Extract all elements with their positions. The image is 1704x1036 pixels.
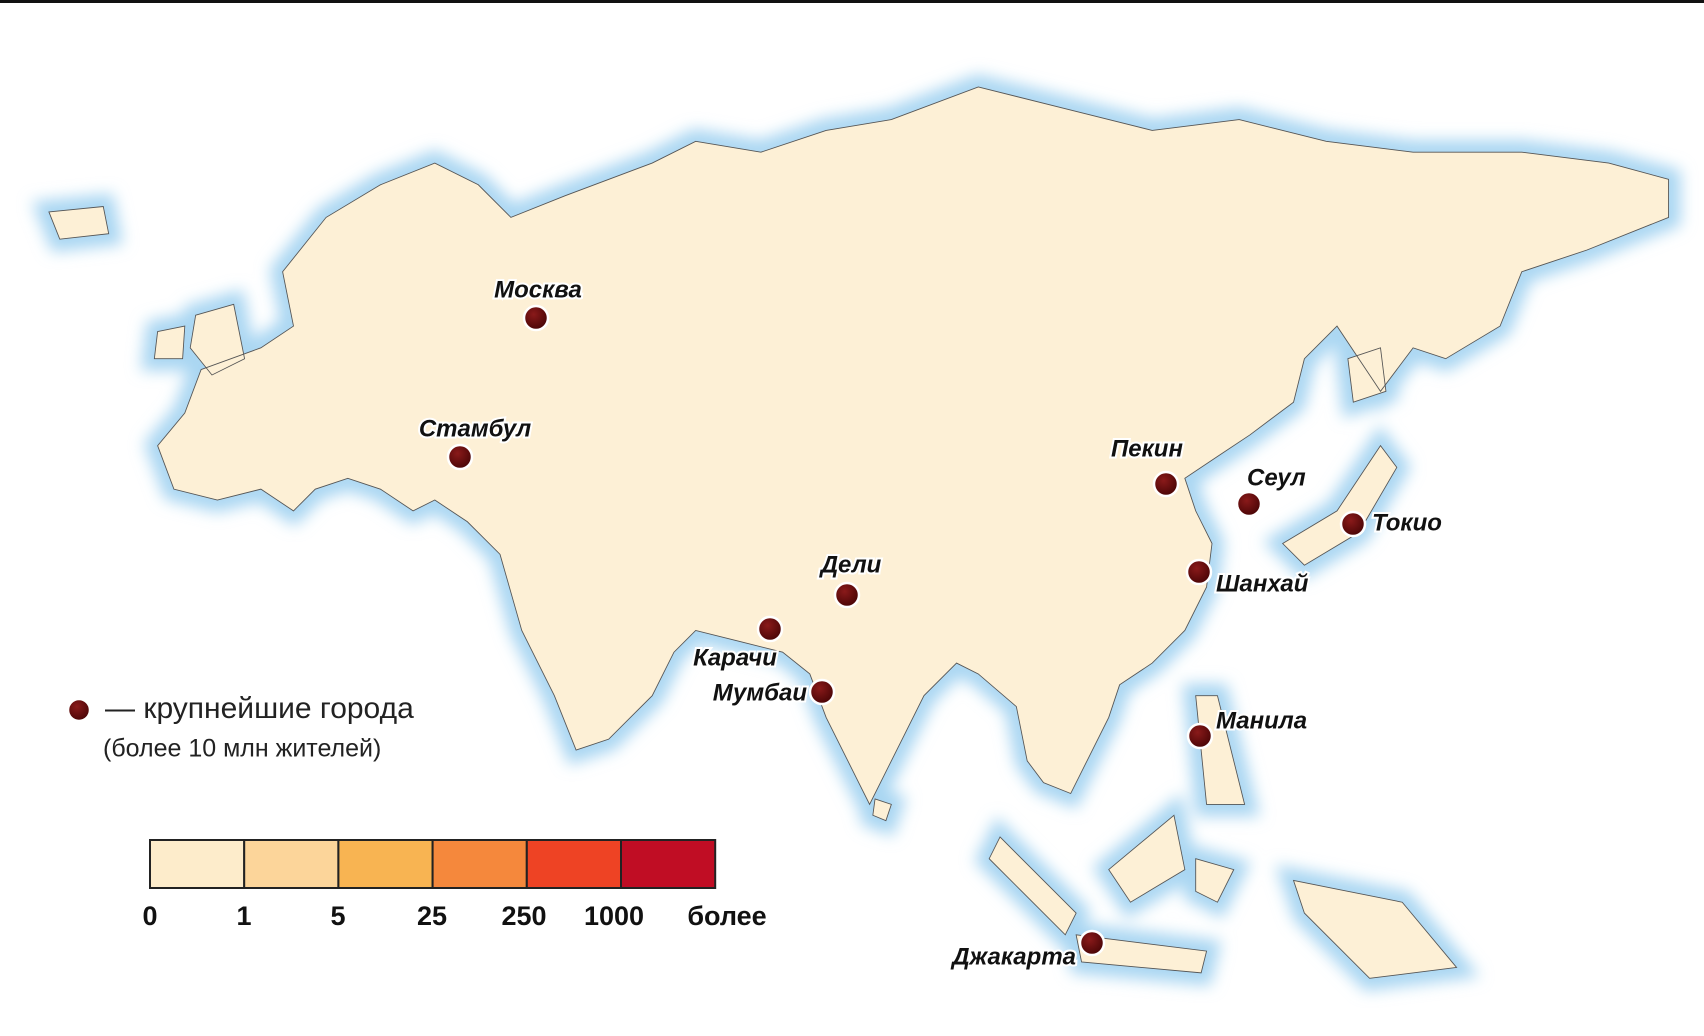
city-marker <box>1235 490 1263 518</box>
scale-label: 0 <box>142 901 157 931</box>
city-label: Шанхай <box>1216 570 1309 597</box>
city-label: Пекин <box>1111 435 1183 462</box>
city-label: Дели <box>819 551 882 578</box>
city-marker <box>1185 558 1213 586</box>
scale-label: 250 <box>501 901 546 931</box>
top-border <box>0 0 1704 3</box>
legend: — крупнейшие города (более 10 млн жителе… <box>66 692 767 931</box>
scale-label: 1 <box>236 901 251 931</box>
scale-label: более <box>687 901 766 931</box>
city-marker <box>1152 470 1180 498</box>
city-label: Стамбул <box>419 415 531 442</box>
scale-swatch <box>431 839 528 889</box>
city-label: Джакарта <box>950 943 1076 970</box>
city-marker <box>1339 510 1367 538</box>
city-marker <box>833 581 861 609</box>
legend-marker-note: (более 10 млн жителей) <box>103 735 381 763</box>
scale-swatch <box>337 839 434 889</box>
map-fill <box>49 87 1669 978</box>
city-marker <box>446 443 474 471</box>
density-scale: 0 1 5 25 250 1000 более <box>142 839 767 931</box>
city-marker <box>808 678 836 706</box>
city-label: Москва <box>494 276 582 303</box>
city-label: Токио <box>1372 509 1442 536</box>
city-marker <box>1186 722 1214 750</box>
city-label: Карачи <box>693 644 777 671</box>
cities: Москва Стамбул Пекин Сеул Токио Шанхай Дели Кар… <box>417 274 1444 972</box>
legend-marker-text: — крупнейшие города <box>105 692 414 725</box>
city-marker <box>522 304 550 332</box>
scale-swatch <box>620 839 717 889</box>
legend-marker <box>66 697 92 723</box>
city-label: Мумбаи <box>713 679 808 706</box>
city-label: Манила <box>1216 707 1307 734</box>
scale-swatch <box>149 839 246 889</box>
scale-label: 1000 <box>584 901 644 931</box>
city-label: Сеул <box>1247 464 1306 491</box>
city-marker <box>1078 929 1106 957</box>
scale-label: 25 <box>417 901 447 931</box>
scale-swatch <box>243 839 340 889</box>
city-marker <box>756 615 784 643</box>
scale-swatch <box>525 839 622 889</box>
scale-label: 5 <box>330 901 345 931</box>
